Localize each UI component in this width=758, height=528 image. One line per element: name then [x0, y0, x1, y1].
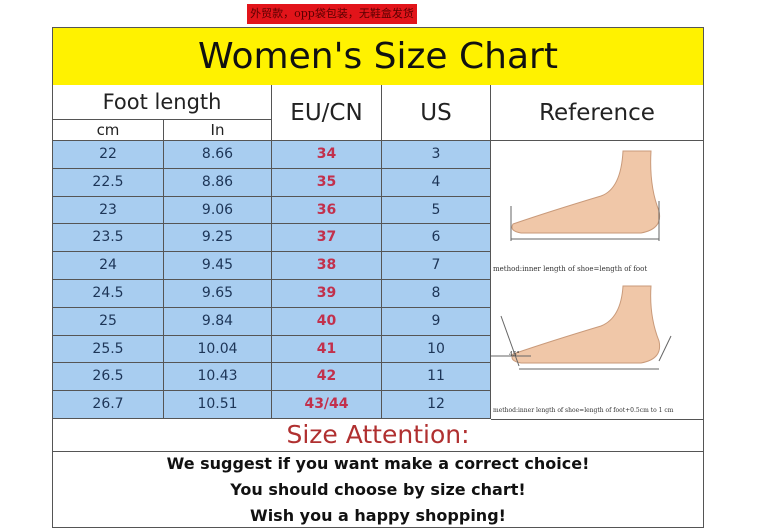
reference-images: method:inner length of shoe=length of fo…	[491, 141, 703, 420]
foot-icon	[510, 150, 661, 241]
header-foot-length: Foot length	[53, 85, 272, 120]
cell-eu: 34	[272, 141, 382, 169]
cell-cm: 25	[53, 307, 164, 336]
cell-eu: 41	[272, 335, 382, 364]
header-in: In	[164, 120, 272, 141]
header-eu-cn: EU/CN	[272, 85, 382, 141]
cell-cm: 23	[53, 196, 164, 225]
cell-eu: 38	[272, 252, 382, 280]
header-cm: cm	[53, 120, 164, 141]
cell-us: 6	[382, 224, 491, 253]
cell-in: 8.66	[164, 141, 272, 169]
caption-method-1: method:inner length of shoe=length of fo…	[493, 265, 648, 273]
cell-cm: 25.5	[53, 335, 164, 364]
cell-us: 9	[382, 307, 491, 336]
message-line: Wish you a happy shopping!	[250, 506, 506, 525]
cell-in: 9.84	[164, 307, 272, 336]
cell-in: 10.51	[164, 391, 272, 419]
size-chart: Women's Size Chart Foot length cm In EU/…	[52, 27, 704, 528]
caption-method-2: method:inner length of shoe=length of fo…	[493, 407, 674, 414]
cell-us: 3	[382, 141, 491, 169]
cell-in: 9.45	[164, 252, 272, 280]
foot-measure-illustration	[491, 150, 672, 370]
cell-in: 10.43	[164, 363, 272, 392]
header-us: US	[382, 85, 491, 141]
cell-in: 9.65	[164, 280, 272, 308]
cell-eu: 35	[272, 168, 382, 197]
cell-cm: 22.5	[53, 168, 164, 197]
cell-cm: 22	[53, 141, 164, 169]
cell-in: 9.25	[164, 224, 272, 253]
cell-in: 9.06	[164, 196, 272, 225]
angle-label: 45°	[509, 351, 520, 358]
message-line: You should choose by size chart!	[230, 480, 526, 499]
cell-cm: 23.5	[53, 224, 164, 253]
cell-us: 12	[382, 391, 491, 419]
cell-eu: 36	[272, 196, 382, 225]
header-reference: Reference	[491, 85, 703, 141]
size-attention-heading: Size Attention:	[53, 419, 703, 452]
cell-in: 10.04	[164, 335, 272, 364]
cell-us: 5	[382, 196, 491, 225]
cell-us: 4	[382, 168, 491, 197]
cell-cm: 24	[53, 252, 164, 280]
cell-cm: 24.5	[53, 280, 164, 308]
cell-us: 8	[382, 280, 491, 308]
message-line: We suggest if you want make a correct ch…	[166, 454, 590, 473]
cell-us: 10	[382, 335, 491, 364]
cell-eu: 39	[272, 280, 382, 308]
chart-title: Women's Size Chart	[53, 28, 703, 86]
cell-cm: 26.7	[53, 391, 164, 419]
cell-us: 11	[382, 363, 491, 392]
cell-eu: 42	[272, 363, 382, 392]
cell-eu: 37	[272, 224, 382, 253]
cell-eu: 40	[272, 307, 382, 336]
top-banner: 外贸款，opp袋包装，无鞋盒发货	[247, 4, 417, 24]
cell-cm: 26.5	[53, 363, 164, 392]
cell-us: 7	[382, 252, 491, 280]
cell-in: 8.86	[164, 168, 272, 197]
foot-icon	[491, 285, 672, 370]
cell-eu: 43/44	[272, 391, 382, 419]
